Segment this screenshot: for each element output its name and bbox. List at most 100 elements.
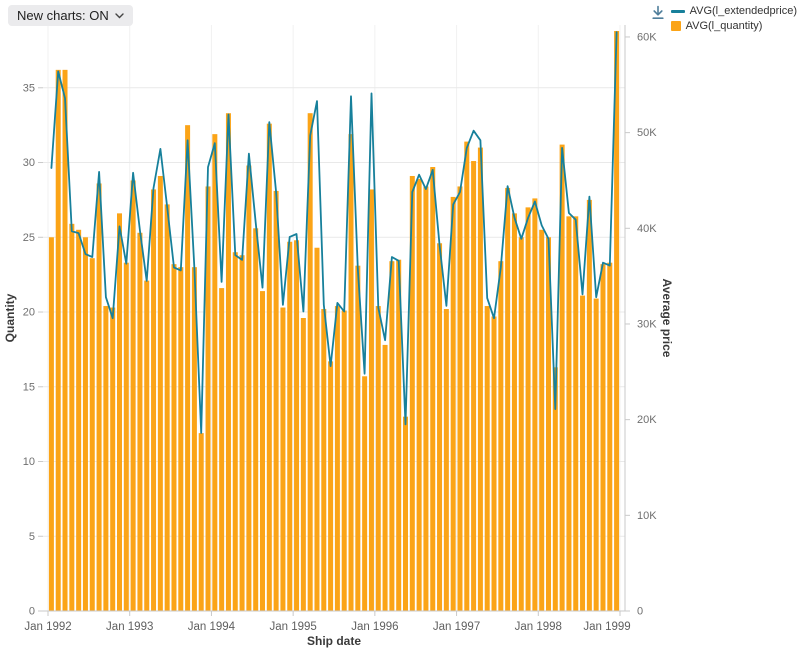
bar[interactable]: [511, 213, 517, 612]
bar[interactable]: [443, 309, 449, 611]
svg-text:60K: 60K: [637, 31, 657, 43]
bar[interactable]: [484, 306, 490, 611]
bar[interactable]: [539, 229, 545, 612]
new-charts-toggle[interactable]: New charts: ON: [8, 5, 133, 26]
bar[interactable]: [82, 237, 88, 611]
bar[interactable]: [491, 316, 497, 611]
bar[interactable]: [62, 69, 68, 612]
bar[interactable]: [375, 306, 381, 611]
bar[interactable]: [409, 175, 415, 612]
bar[interactable]: [518, 237, 524, 611]
bar[interactable]: [498, 261, 504, 611]
grid-vertical: [47, 25, 621, 611]
bar[interactable]: [185, 125, 191, 611]
bar[interactable]: [437, 243, 443, 611]
svg-text:35: 35: [23, 82, 35, 94]
bar[interactable]: [198, 433, 204, 611]
svg-text:30K: 30K: [637, 318, 657, 330]
svg-text:25: 25: [23, 232, 35, 244]
bar[interactable]: [334, 306, 340, 611]
bar[interactable]: [382, 344, 388, 611]
grid-horizontal: [43, 87, 625, 537]
bar[interactable]: [546, 237, 551, 611]
bar[interactable]: [525, 207, 531, 611]
bar[interactable]: [191, 267, 197, 611]
bar[interactable]: [614, 30, 620, 612]
bar[interactable]: [403, 416, 408, 611]
bar[interactable]: [260, 291, 265, 611]
bar[interactable]: [171, 264, 177, 611]
legend-item-quantity[interactable]: AVG(l_quantity): [670, 20, 797, 32]
bar[interactable]: [505, 187, 511, 611]
bar[interactable]: [89, 258, 95, 611]
bar[interactable]: [430, 167, 436, 611]
bar[interactable]: [205, 186, 211, 611]
bar[interactable]: [341, 310, 347, 611]
bar[interactable]: [287, 241, 293, 611]
bar[interactable]: [69, 223, 75, 611]
bar[interactable]: [552, 367, 558, 611]
price-line[interactable]: [50, 31, 618, 434]
bar[interactable]: [144, 280, 150, 611]
bar[interactable]: [253, 228, 259, 611]
bar[interactable]: [573, 216, 579, 611]
bar[interactable]: [219, 288, 225, 611]
bar[interactable]: [137, 232, 143, 612]
bar[interactable]: [212, 134, 218, 611]
bar[interactable]: [103, 306, 109, 611]
bar[interactable]: [294, 240, 300, 611]
bar[interactable]: [164, 204, 170, 611]
bar[interactable]: [110, 307, 116, 611]
bar[interactable]: [566, 216, 572, 611]
bar[interactable]: [76, 229, 82, 612]
bar[interactable]: [55, 69, 61, 612]
bar[interactable]: [96, 183, 102, 611]
bar[interactable]: [593, 298, 599, 611]
new-charts-label: New charts: ON: [17, 8, 109, 23]
bar[interactable]: [117, 213, 122, 612]
bar[interactable]: [300, 318, 306, 611]
bar[interactable]: [416, 178, 422, 611]
bar[interactable]: [246, 165, 252, 611]
bar[interactable]: [355, 265, 361, 611]
svg-text:Jan 1998: Jan 1998: [515, 621, 562, 633]
bar[interactable]: [396, 259, 402, 611]
bar[interactable]: [314, 247, 320, 612]
bar[interactable]: [232, 252, 238, 611]
bar[interactable]: [368, 189, 374, 611]
bar[interactable]: [321, 309, 327, 611]
bar[interactable]: [280, 307, 286, 611]
bar[interactable]: [450, 196, 456, 611]
bar[interactable]: [123, 262, 129, 611]
bar[interactable]: [225, 113, 231, 611]
bar[interactable]: [559, 144, 565, 611]
svg-text:Jan 1999: Jan 1999: [583, 621, 630, 633]
bar[interactable]: [389, 261, 395, 611]
axis-titles: Quantity Average price Ship date: [3, 279, 674, 648]
bar[interactable]: [423, 186, 429, 611]
bar[interactable]: [130, 180, 136, 611]
bar[interactable]: [348, 134, 354, 611]
bar[interactable]: [273, 190, 279, 611]
bar[interactable]: [307, 113, 313, 611]
bar[interactable]: [157, 175, 163, 612]
bar[interactable]: [457, 186, 463, 611]
bar[interactable]: [464, 141, 470, 611]
bar[interactable]: [328, 361, 334, 611]
bar[interactable]: [477, 147, 483, 611]
bar[interactable]: [532, 198, 538, 611]
bar[interactable]: [178, 267, 184, 611]
legend-item-extendedprice[interactable]: AVG(l_extendedprice): [670, 5, 797, 17]
bar[interactable]: [266, 123, 272, 611]
download-button[interactable]: [648, 4, 668, 24]
bar[interactable]: [48, 237, 54, 611]
bar[interactable]: [362, 376, 368, 611]
bar[interactable]: [239, 255, 245, 611]
bar[interactable]: [586, 199, 592, 611]
bar[interactable]: [471, 161, 477, 612]
bar[interactable]: [600, 264, 606, 611]
bar[interactable]: [580, 295, 586, 611]
bar[interactable]: [151, 189, 157, 611]
bar[interactable]: [607, 262, 613, 611]
